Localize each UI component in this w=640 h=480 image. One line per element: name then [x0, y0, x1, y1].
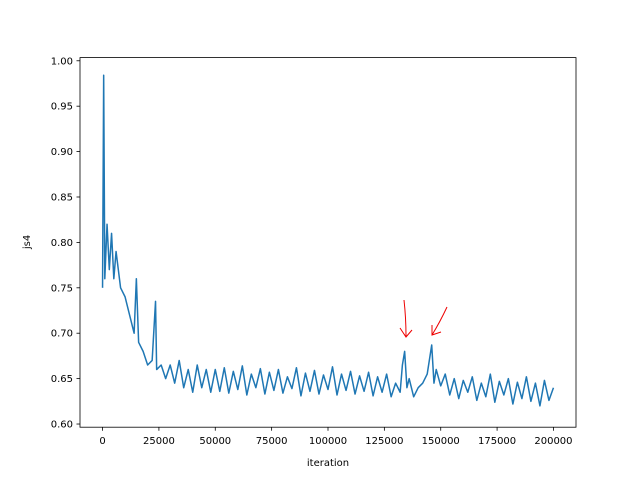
x-tick-label: 125000 [365, 436, 403, 447]
x-tick-label: 175000 [478, 436, 516, 447]
y-axis-label: js4 [22, 235, 33, 250]
x-tick-label: 100000 [309, 436, 347, 447]
y-tick-label: 0.65 [51, 374, 73, 385]
y-tick-label: 0.75 [51, 283, 73, 294]
x-tick-label: 25000 [143, 436, 175, 447]
y-tick-label: 0.60 [51, 420, 73, 431]
y-tick-label: 0.80 [51, 238, 73, 249]
x-tick-label: 50000 [199, 436, 231, 447]
x-tick-label: 0 [99, 436, 105, 447]
data-line [101, 74, 555, 407]
x-tick-label: 150000 [422, 436, 460, 447]
y-tick-label: 0.90 [51, 147, 73, 158]
x-tick-label: 75000 [256, 436, 288, 447]
x-axis-label: iteration [307, 458, 349, 469]
arrow [399, 299, 413, 338]
y-tick-label: 0.70 [51, 329, 73, 340]
plot-frame [79, 57, 577, 428]
x-tick-label: 200000 [534, 436, 572, 447]
y-tick-label: 0.95 [51, 102, 73, 113]
y-tick-label: 0.85 [51, 192, 73, 203]
arrow [431, 306, 448, 336]
y-tick-label: 1.00 [51, 56, 73, 67]
annotation-arrows [399, 299, 448, 338]
